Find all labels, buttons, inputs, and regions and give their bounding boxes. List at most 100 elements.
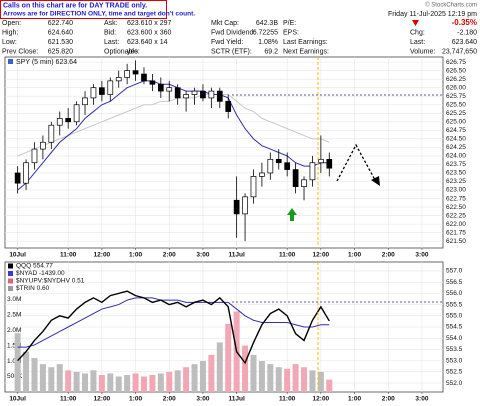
quote-label: Next Earnings: (283, 48, 329, 55)
volume-bar (90, 370, 97, 392)
moving-average (17, 80, 330, 191)
y-tick-label: 621.75 (446, 229, 466, 236)
y-tick-label: 624.75 (446, 127, 466, 134)
volume-bar (242, 345, 249, 392)
y2-tick-label: 1.0M (7, 358, 21, 365)
note-line: Calls on this chart are for DAY TRADE on… (3, 2, 147, 9)
quote-value: 621.530 (48, 39, 73, 46)
y-tick-label: 552.0 (446, 380, 463, 387)
x-tick-label: 11:00 (279, 396, 296, 403)
y-tick-label: 556.5 (446, 279, 463, 286)
candle-body (174, 87, 181, 99)
candle-body (292, 169, 299, 187)
y-tick-label: 624.00 (446, 153, 466, 160)
legend-label: $TRIN 0.60 (16, 285, 50, 292)
candle-body (225, 100, 232, 112)
y-tick-label: 557.0 (446, 268, 463, 275)
x-tick-label: 1:00 (129, 252, 142, 259)
y-tick-label: 623.00 (446, 187, 466, 194)
quote-label: Fwd Yield: (211, 39, 243, 46)
candle-body (284, 162, 291, 170)
candle-body (124, 70, 130, 78)
candle-body (48, 124, 55, 143)
y2-tick-label: 2.0M (7, 327, 21, 334)
y2-tick-label: 2.5M (7, 311, 21, 318)
volume-bar (149, 374, 156, 392)
quote-label: Open: (2, 20, 21, 27)
volume-bar (107, 373, 114, 392)
quote-value: 6.72255 (253, 29, 278, 36)
quote-value: 624.640 (48, 29, 73, 36)
volume-bar (65, 370, 72, 392)
legend-swatch (8, 263, 13, 269)
y2-tick-label: 1.5M (7, 342, 21, 349)
candle-body (183, 94, 189, 99)
datetime: Friday 11-Jul-2025 12:19 pm (388, 11, 477, 18)
candle-body (242, 196, 248, 215)
volume-bar (267, 364, 274, 392)
quote-label: Ask: (104, 20, 118, 27)
candle-body (23, 162, 29, 184)
note-box (0, 0, 167, 19)
x-tick-label: 3:00 (196, 396, 209, 403)
quote-value: 642.3B (256, 20, 279, 27)
volume-bar (301, 367, 308, 392)
legend-label: $NYAD -1439.00 (16, 270, 65, 277)
legend-swatch (8, 286, 13, 291)
candle-body (14, 172, 21, 184)
candle-body (191, 90, 198, 95)
volume-bar (317, 371, 324, 392)
x-tick-label: 2:00 (382, 252, 395, 259)
volume-bar (56, 364, 63, 392)
legend-label: $NYUPV:$NYDHV 0.51 (16, 278, 85, 285)
y-tick-label: 621.50 (446, 238, 466, 245)
y-tick-label: 623.75 (446, 161, 466, 168)
y-tick-label: 622.50 (446, 204, 466, 211)
volume-bar (250, 354, 257, 392)
y-tick-label: 625.25 (446, 110, 466, 117)
quote-label: Last Earnings: (283, 39, 328, 46)
annotations (232, 57, 443, 392)
legend-swatch (8, 278, 13, 284)
y-tick-label: 626.25 (446, 76, 466, 83)
price-line (17, 290, 330, 365)
candle-body (267, 158, 274, 174)
quote-value: yes (127, 48, 138, 55)
candle-body (149, 80, 156, 85)
x-tick-label: 2:00 (382, 396, 395, 403)
quote-value: -2.180 (457, 29, 477, 36)
candle-body (40, 141, 46, 150)
x-tick-label: 12:00 (313, 396, 330, 403)
note-line: Arrows are for DIRECTION ONLY, time and … (3, 10, 195, 17)
x-tick-label: 11:00 (279, 252, 296, 259)
quote-value: 623.600 x 360 (127, 29, 171, 36)
y-tick-label: 623.25 (446, 178, 466, 185)
quote-label: Fwd Dividend: (211, 29, 255, 36)
volume-bar (208, 354, 215, 392)
quote-value: 625.820 (48, 48, 73, 55)
volume-bar (191, 364, 198, 392)
quote-value: 623.640 (452, 39, 477, 46)
quote-value: -0.35% (452, 18, 477, 27)
y-tick-label: 625.00 (446, 119, 466, 126)
volume-bar (275, 367, 282, 392)
legend-swatch (8, 271, 13, 276)
volume-bar (23, 351, 30, 392)
x-tick-label: 3:00 (415, 396, 428, 403)
volume-bar (199, 361, 206, 392)
x-tick-label: 1:00 (129, 396, 142, 403)
y-tick-label: 555.0 (446, 313, 463, 320)
y-tick-label: 555.5 (446, 301, 463, 308)
panels: 621.50621.75622.00622.25622.50622.75623.… (4, 56, 466, 403)
plot-area (4, 56, 444, 249)
candle-body (301, 179, 307, 187)
candle-body (31, 148, 38, 164)
y-tick-label: 554.0 (446, 335, 463, 342)
quote-label: Chg: (410, 29, 425, 36)
quote-label: Mkt Cap: (211, 20, 239, 27)
candle-body (259, 172, 265, 177)
volume-bar (98, 374, 105, 392)
volume-bar (284, 368, 291, 392)
panel-title: SPY (5 min) 623.64 (16, 59, 77, 66)
